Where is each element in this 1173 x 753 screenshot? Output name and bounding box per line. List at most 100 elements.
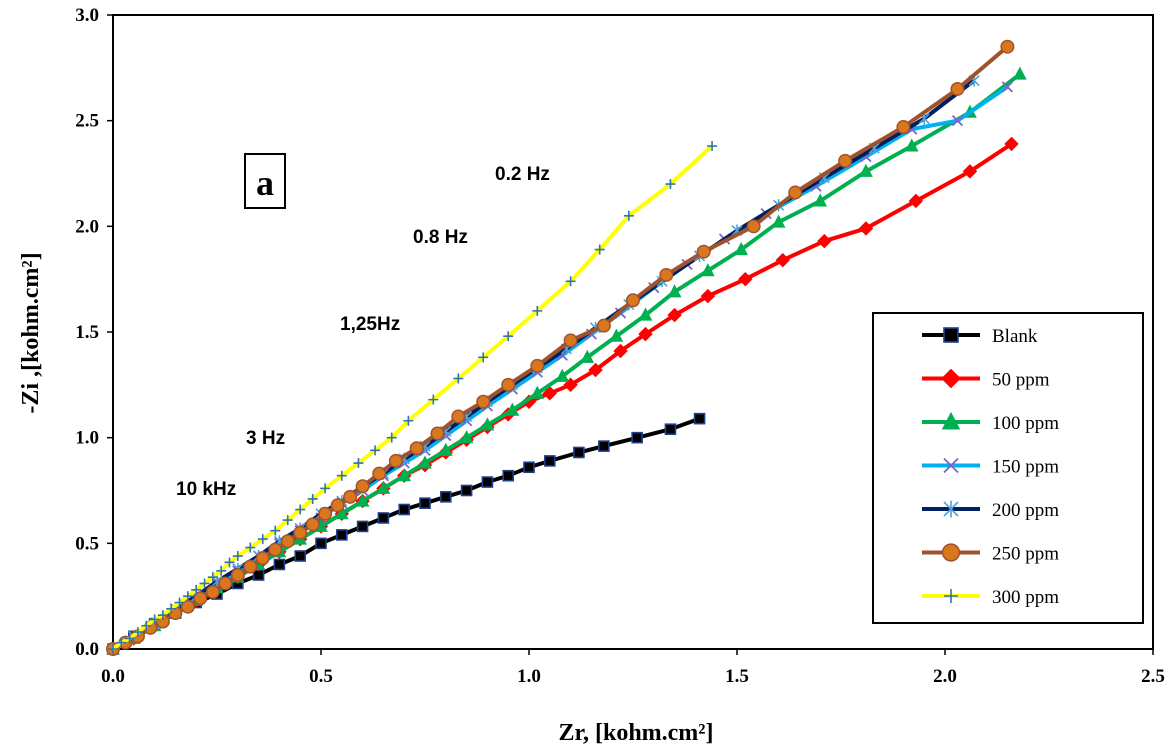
- legend-label: 150 ppm: [992, 457, 1059, 478]
- data-point: [573, 446, 585, 459]
- legend-item: 150 ppm: [922, 457, 1059, 478]
- data-point: [859, 163, 873, 177]
- series-layer: [105, 39, 1027, 657]
- panel-label-box: a: [244, 153, 286, 209]
- legend-marker: [943, 327, 959, 343]
- data-point: [838, 153, 853, 168]
- legend-label: 250 ppm: [992, 544, 1059, 565]
- data-point: [224, 557, 235, 568]
- data-point: [355, 479, 370, 494]
- data-point: [230, 568, 245, 583]
- data-point: [372, 466, 387, 481]
- data-point: [460, 484, 473, 497]
- data-point: [543, 455, 556, 467]
- data-point: [788, 185, 803, 200]
- data-point: [638, 326, 653, 342]
- legend-label: 300 ppm: [992, 587, 1059, 608]
- data-point: [293, 525, 308, 540]
- data-point: [565, 276, 576, 287]
- data-point: [613, 343, 628, 359]
- data-point: [124, 633, 135, 644]
- data-point: [563, 333, 578, 348]
- data-point: [738, 271, 753, 287]
- data-point: [193, 591, 208, 606]
- data-point: [1000, 39, 1015, 54]
- y-tick-label: 2.5: [75, 111, 99, 132]
- data-point: [141, 620, 152, 631]
- data-point: [191, 584, 202, 595]
- x-tick-label: 2.0: [933, 666, 957, 687]
- data-point: [1013, 66, 1027, 80]
- data-point: [157, 610, 168, 621]
- annotation-1-25hz: 1,25Hz: [340, 314, 400, 335]
- data-point: [623, 210, 634, 221]
- data-point: [594, 244, 605, 255]
- data-point: [453, 373, 464, 384]
- data-point: [330, 498, 345, 513]
- tick-labels: 0.0 0.5 1.0 1.5 2.0 2.5 0.0 0.5 1.0 1.5 2.0 2.5 3.0: [75, 5, 1165, 687]
- y-tick-label: 1.0: [75, 428, 99, 449]
- data-point: [480, 417, 495, 431]
- legend-marker: [944, 589, 958, 603]
- data-point: [580, 349, 595, 363]
- data-point: [315, 537, 327, 550]
- data-point: [280, 534, 295, 549]
- legend-label: 100 ppm: [992, 413, 1059, 434]
- x-axis-title: Zr, [kohm.cm²]: [559, 720, 714, 746]
- data-point: [335, 529, 348, 541]
- data-point: [268, 542, 283, 557]
- data-point: [664, 423, 677, 436]
- data-point: [428, 394, 439, 405]
- data-point: [320, 483, 331, 494]
- data-point: [430, 426, 445, 441]
- y-axis-title: -Zi ,[kohm.cm²]: [18, 252, 44, 413]
- series-line: [111, 144, 714, 651]
- data-point: [667, 307, 682, 323]
- legend-item: 100 ppm: [922, 411, 1059, 434]
- data-point: [734, 241, 748, 256]
- data-point: [813, 193, 828, 207]
- annotation-0-8hz: 0.8 Hz: [413, 227, 468, 248]
- data-point: [858, 221, 874, 236]
- data-point: [596, 318, 611, 333]
- data-point: [707, 141, 718, 152]
- data-point: [626, 293, 640, 308]
- data-point: [659, 267, 674, 282]
- data-point: [270, 525, 281, 536]
- data-point: [696, 244, 711, 259]
- data-point: [775, 252, 790, 268]
- legend-item: 250 ppm: [922, 543, 1059, 565]
- data-point: [182, 591, 193, 602]
- data-point: [950, 81, 965, 96]
- legend-marker: [943, 500, 959, 518]
- data-point: [503, 331, 514, 342]
- data-point: [502, 469, 515, 482]
- data-point: [116, 637, 127, 648]
- annotation-10khz: 10 kHz: [176, 479, 236, 500]
- data-point: [216, 565, 227, 576]
- data-point: [638, 307, 653, 321]
- data-point: [962, 164, 978, 179]
- data-point: [501, 377, 516, 392]
- data-point: [476, 394, 491, 409]
- legend-marker: [941, 543, 961, 562]
- legend: Blank 50 ppm 100 ppm 150 ppm 200 ppm 250 ppm 3…: [872, 312, 1144, 624]
- data-point: [588, 362, 603, 378]
- data-point: [1001, 81, 1014, 93]
- series-300-ppm: [108, 141, 718, 654]
- x-tick-label: 1.5: [725, 666, 749, 687]
- data-point: [207, 572, 218, 583]
- data-point: [667, 284, 682, 298]
- data-point: [218, 576, 233, 591]
- series-line: [112, 45, 1009, 651]
- data-point: [598, 440, 610, 452]
- data-point: [530, 385, 545, 399]
- data-point: [439, 491, 452, 503]
- data-point: [409, 441, 424, 456]
- legend-box: [872, 312, 1144, 624]
- data-point: [377, 512, 390, 524]
- data-point: [334, 506, 349, 520]
- data-point: [356, 520, 369, 533]
- data-point: [243, 559, 258, 574]
